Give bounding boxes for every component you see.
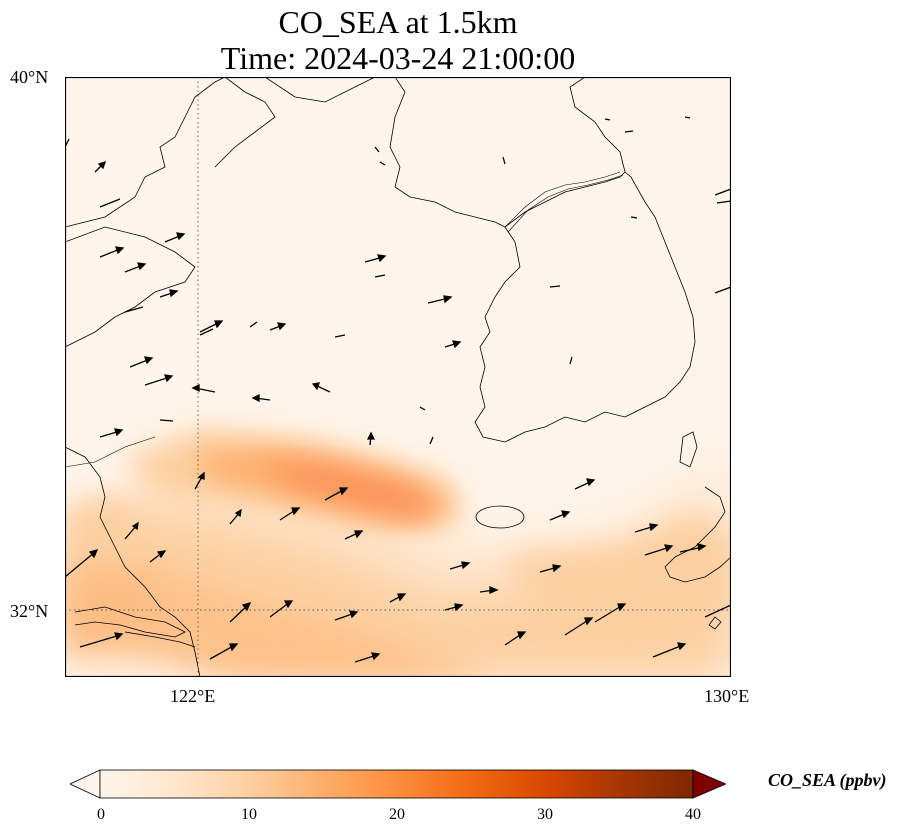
colorbar-tick-40: 40 bbox=[685, 806, 701, 823]
map-frame-border bbox=[64, 76, 732, 678]
colorbar bbox=[69, 768, 728, 800]
map-canvas bbox=[64, 76, 732, 678]
colorbar-label: CO_SEA (ppbv) bbox=[768, 770, 887, 790]
colorbar-tick-10: 10 bbox=[241, 806, 257, 823]
lon-label-122e: 122°E bbox=[170, 686, 216, 706]
lon-label-130e: 130°E bbox=[704, 686, 750, 706]
concentration-field bbox=[65, 427, 731, 677]
map-title: CO_SEA at 1.5km bbox=[278, 4, 518, 40]
colorbar-gradient bbox=[69, 769, 728, 799]
colorbar-tick-20: 20 bbox=[389, 806, 405, 823]
map-panel[interactable] bbox=[64, 76, 732, 678]
lat-label-40n: 40°N bbox=[10, 67, 49, 87]
wind-vectors bbox=[64, 116, 732, 663]
coastlines bbox=[64, 76, 732, 678]
colorbar-extend-min bbox=[69, 769, 101, 799]
colorbar-extend-max bbox=[692, 769, 728, 799]
map-subtitle-time: Time: 2024-03-24 21:00:00 bbox=[220, 40, 576, 76]
lat-label-32n: 32°N bbox=[10, 601, 49, 621]
colorbar-tick-30: 30 bbox=[537, 806, 553, 823]
colorbar-tick-0: 0 bbox=[97, 806, 105, 823]
